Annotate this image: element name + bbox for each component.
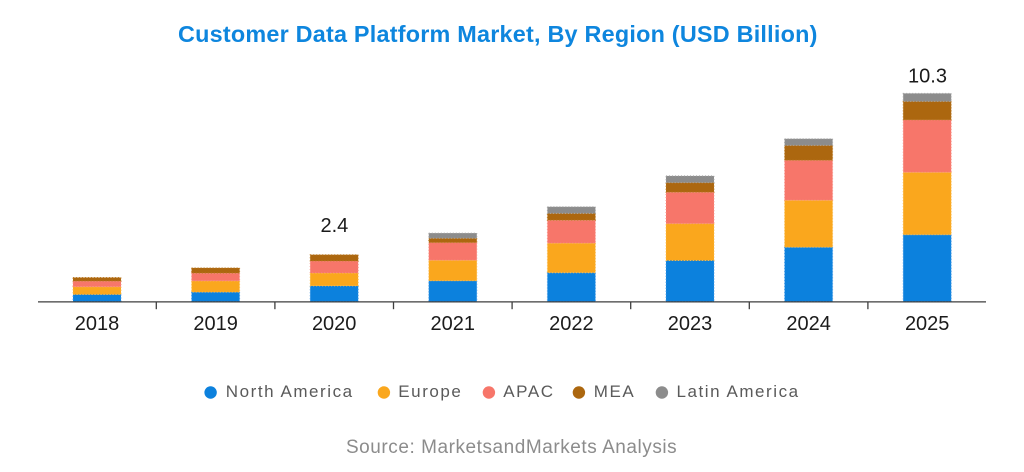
svg-text:Latin America: Latin America xyxy=(677,382,800,401)
svg-text:2023: 2023 xyxy=(668,313,713,335)
svg-text:Europe: Europe xyxy=(398,382,462,401)
svg-text:MEA: MEA xyxy=(594,382,636,401)
svg-text:10.3: 10.3 xyxy=(908,65,947,87)
svg-text:2025: 2025 xyxy=(905,313,950,335)
svg-text:APAC: APAC xyxy=(503,382,554,401)
svg-text:2019: 2019 xyxy=(193,313,238,335)
svg-text:2020: 2020 xyxy=(312,313,357,335)
svg-text:2021: 2021 xyxy=(431,313,476,335)
svg-text:2.4: 2.4 xyxy=(320,215,348,237)
svg-text:2024: 2024 xyxy=(786,313,831,335)
svg-text:Customer Data Platform Market,: Customer Data Platform Market, By Region… xyxy=(178,21,818,47)
svg-text:2022: 2022 xyxy=(549,313,594,335)
svg-text:2018: 2018 xyxy=(75,313,120,335)
svg-text:North America: North America xyxy=(226,382,354,401)
svg-text:Source: MarketsandMarkets Anal: Source: MarketsandMarkets Analysis xyxy=(346,437,677,458)
